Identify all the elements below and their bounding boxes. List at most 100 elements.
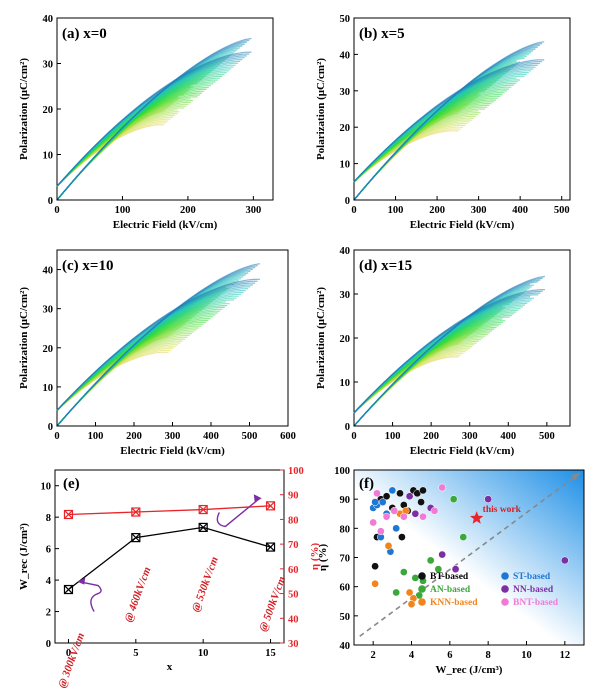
y-tick-label: 50 (340, 14, 351, 25)
plot-frame (54, 469, 285, 644)
series-marker-cross (131, 507, 141, 517)
panel-label: (e) (63, 476, 80, 492)
loop-curve-down (56, 103, 189, 187)
x-tick-label: 400 (500, 431, 516, 442)
y2-tick-label: 90 (288, 491, 299, 502)
series-marker-cross (64, 585, 73, 594)
loop-curve-down (353, 101, 494, 183)
x-tick-label: 8 (486, 650, 491, 661)
loop-curve-down (353, 102, 492, 183)
loop-curve-up (56, 37, 252, 201)
data-point (438, 550, 447, 559)
legend-marker (501, 585, 509, 593)
y-tick-label: 40 (340, 50, 351, 61)
data-point (411, 509, 420, 518)
data-point (405, 588, 414, 597)
series-line (68, 505, 271, 516)
loop-curve-down (353, 337, 484, 414)
y2-tick-label: 70 (288, 540, 299, 551)
data-point (384, 541, 393, 550)
y-tick-label: 0 (48, 196, 53, 207)
data-point (371, 579, 379, 588)
loop-curve-down (353, 289, 545, 414)
x-tick-label: 0 (351, 205, 356, 216)
loop-curve-down (56, 81, 216, 187)
x-tick-label: 500 (242, 431, 258, 442)
series-marker-cross (266, 542, 275, 552)
panel-label: (f) (359, 476, 374, 492)
data-point (392, 588, 401, 597)
x-tick-label: 100 (385, 431, 401, 442)
x-tick-label: 300 (462, 431, 478, 442)
x-tick-label: 0 (54, 431, 59, 442)
y-axis-label: Polarization (μC/cm²) (315, 287, 327, 389)
y-tick-label: 20 (340, 334, 351, 345)
arrow-left-head (77, 577, 86, 585)
series-marker (198, 504, 208, 515)
y-tick-label: 50 (340, 612, 351, 623)
data-point (419, 512, 427, 521)
y2-tick-label: 80 (288, 515, 299, 526)
loop-curve-down (56, 303, 230, 411)
legend-label: AN-based (430, 585, 471, 595)
x-tick-label: 5 (133, 648, 138, 659)
x-tick-label: 300 (245, 205, 261, 216)
arrow-right (216, 497, 261, 528)
legend-label: ST-based (513, 572, 551, 582)
x-tick-label: 300 (165, 431, 181, 442)
panel-d: 0 100 200 300 400 500 0 10 20 30 40 Electric Field … (315, 246, 571, 457)
y-axis-label: η (%) (317, 544, 329, 572)
series-marker-cross (131, 533, 141, 543)
y-tick-label: 30 (43, 305, 54, 316)
data-point (426, 556, 435, 565)
y2-tick-label: 60 (288, 565, 299, 576)
loop-curve-down (56, 92, 203, 187)
loop-curve-down (56, 327, 200, 411)
y-axis-label: Polarization (μC/cm²) (18, 287, 30, 389)
data-point (434, 565, 443, 574)
x-tick-label: 400 (512, 205, 528, 216)
loop-curve-down (56, 79, 218, 187)
loop-curve-up (56, 263, 261, 427)
x-tick-label: 300 (471, 205, 487, 216)
data-point (399, 568, 408, 576)
y2-tick-label: 100 (288, 466, 304, 477)
series-marker (63, 509, 74, 520)
x-tick-label: 500 (539, 431, 555, 442)
x-tick-label: 0 (66, 648, 71, 659)
y-tick-label: 10 (340, 378, 351, 389)
y-tick-label: 0 (46, 639, 51, 650)
data-point (382, 512, 391, 521)
panel-label: (b) x=5 (359, 26, 405, 42)
this-work-label: this work (483, 505, 522, 515)
x-tick-label: 200 (180, 205, 196, 216)
x-tick-label: 10 (198, 648, 209, 659)
loop-curve-down (56, 51, 252, 187)
data-point (451, 565, 460, 574)
legend-label: BT-based (430, 572, 469, 582)
y-tick-label: 30 (43, 60, 54, 71)
loop-curve-down (56, 329, 197, 411)
y-tick-label: 10 (43, 151, 54, 162)
y-tick-label: 10 (340, 160, 351, 171)
data-point (407, 600, 416, 609)
x-tick-label: 2 (371, 650, 376, 661)
y-tick-label: 0 (48, 422, 53, 433)
legend-marker (418, 585, 426, 593)
trend-arrow-head (571, 472, 581, 481)
x-axis-label: Electric Field (kV/cm) (113, 219, 218, 231)
data-point (376, 527, 385, 536)
x-tick-label: 600 (280, 431, 296, 442)
y-tick-label: 4 (46, 576, 52, 587)
x-tick-label: 100 (115, 205, 131, 216)
y-tick-label: 30 (340, 87, 351, 98)
data-point (411, 574, 420, 582)
y-tick-label: 80 (340, 524, 351, 535)
x-tick-label: 12 (560, 650, 571, 661)
y2-tick-label: 30 (288, 639, 299, 650)
panel-f: this work 2 4 6 8 10 12 40 50 60 70 80 90 100 W_rec (J… (317, 466, 585, 676)
x-tick-label: 10 (521, 650, 532, 661)
y-tick-label: 40 (43, 266, 54, 277)
loop-curve-down (353, 325, 499, 414)
